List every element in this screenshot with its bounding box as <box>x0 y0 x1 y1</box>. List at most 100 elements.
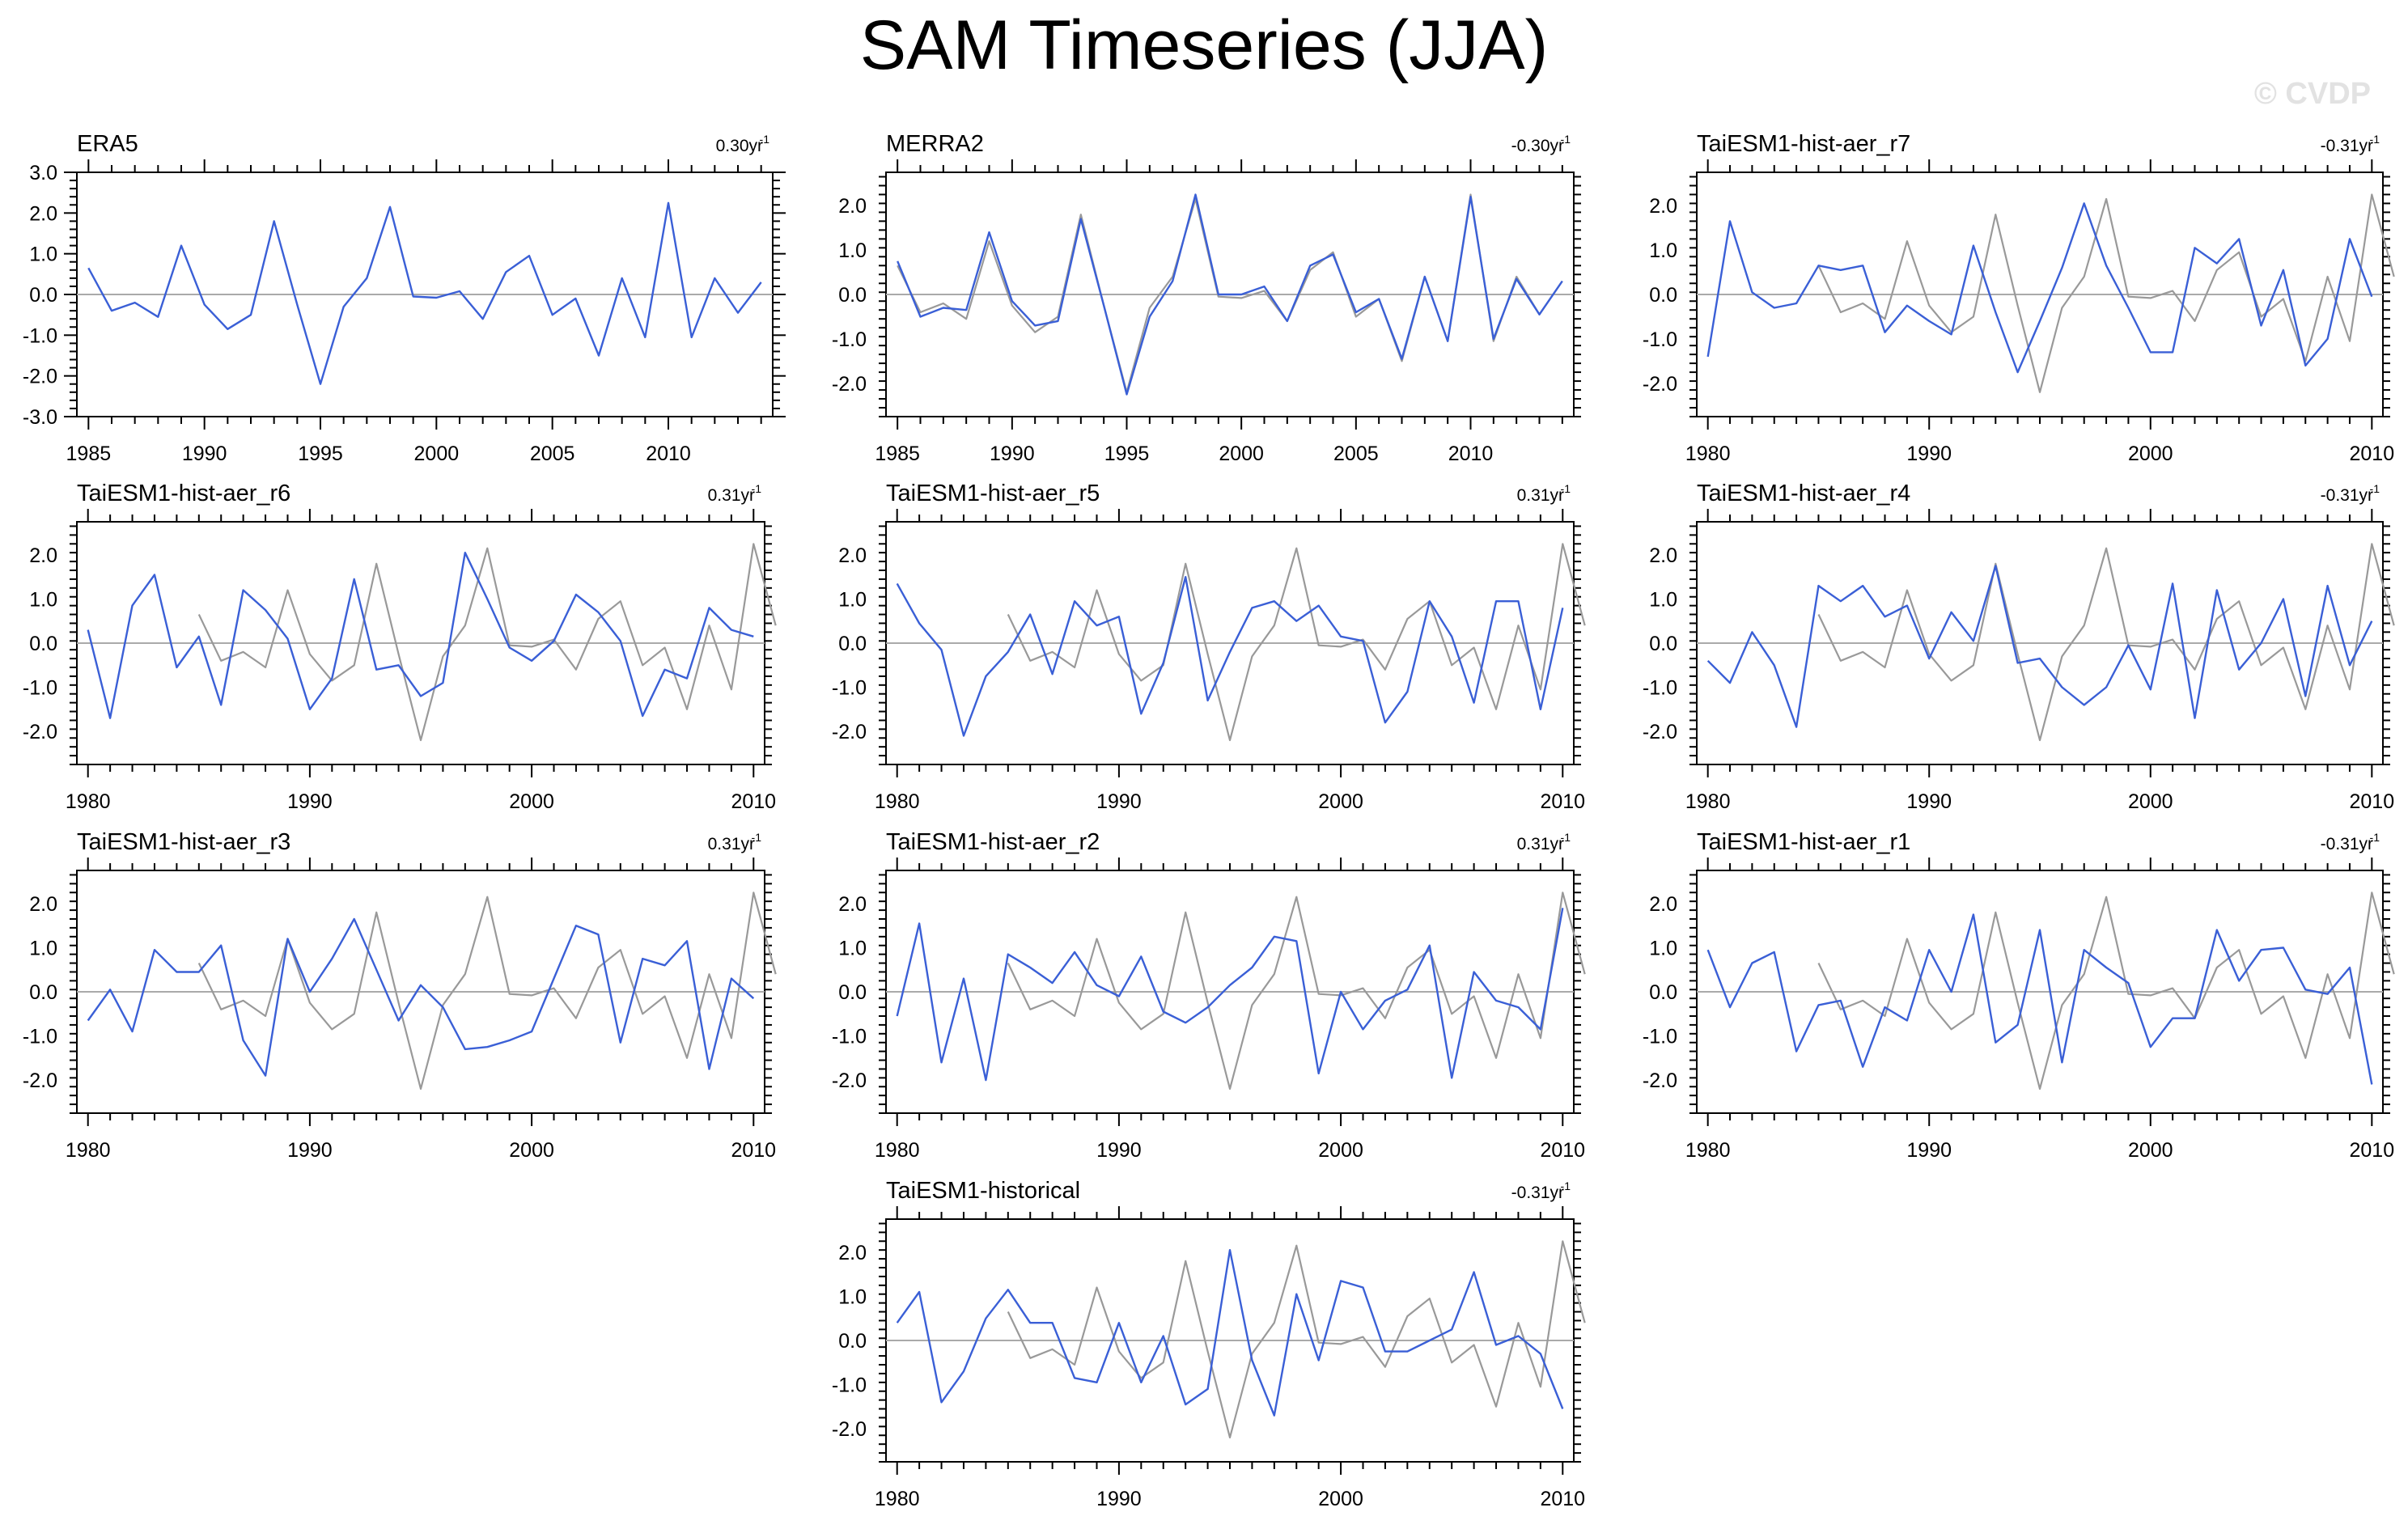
x-tick-label: 1990 <box>287 790 333 813</box>
y-tick-label: -2.0 <box>832 1418 867 1441</box>
panel-4: 1980 1990 2000 2010 -2.0 -1.0 0.0 1.0 2.0 TaiESM1… <box>832 481 1586 813</box>
x-tick-label: 1990 <box>1096 790 1142 813</box>
panel-title: TaiESM1-hist-aer_r2 <box>886 829 1100 855</box>
x-tick-label: 1980 <box>875 1488 920 1510</box>
x-tick-label: 1985 <box>66 443 112 465</box>
obs-series-line <box>1007 891 1586 1090</box>
model-series-line <box>896 908 1564 1082</box>
obs-series-line <box>1817 891 2395 1090</box>
panel-1: 1985 1990 1995 2000 2005 2010 -2.0 -1.0 0.0 1.0 2.… <box>832 131 1581 465</box>
trend-exponent: -1 <box>1561 1179 1571 1192</box>
y-tick-label: 2.0 <box>838 195 867 218</box>
y-tick-label: 0.0 <box>838 1330 867 1353</box>
model-series-line <box>897 193 1563 396</box>
y-tick-label: 2.0 <box>838 544 867 567</box>
y-tick-label: 0.0 <box>1649 633 1677 655</box>
x-tick-label: 2010 <box>2350 443 2395 465</box>
x-tick-label: 1980 <box>1685 790 1731 813</box>
figure-title: SAM Timeseries (JJA) <box>860 6 1549 84</box>
y-tick-label: -1.0 <box>1643 1026 1677 1048</box>
y-tick-label: -1.0 <box>23 677 57 700</box>
x-tick-label: 1990 <box>1906 443 1952 465</box>
y-tick-label: 1.0 <box>838 937 867 959</box>
x-tick-label: 2005 <box>1333 443 1379 465</box>
y-tick-label: 0.0 <box>838 633 867 655</box>
x-tick-label: 1990 <box>1906 790 1952 813</box>
y-tick-label: -2.0 <box>23 721 57 743</box>
x-tick-label: 2000 <box>1219 443 1264 465</box>
trend-label: 0.31yr <box>708 835 755 853</box>
trend-label: -0.31yr <box>2321 137 2373 155</box>
x-tick-label: 2010 <box>731 1139 776 1162</box>
model-series-line <box>896 1248 1564 1417</box>
y-tick-label: 1.0 <box>1649 937 1677 959</box>
trend-exponent: -1 <box>1561 831 1571 844</box>
obs-series-line <box>1007 1240 1586 1439</box>
trend-label: 0.30yr <box>716 137 763 155</box>
trend-exponent: -1 <box>752 482 762 495</box>
y-tick-label: -1.0 <box>832 677 867 700</box>
panel-title: TaiESM1-hist-aer_r7 <box>1697 131 1910 157</box>
x-tick-label: 1990 <box>182 443 227 465</box>
trend-exponent: -1 <box>1561 482 1571 495</box>
x-tick-label: 1980 <box>1685 1139 1731 1162</box>
obs-series-line <box>1817 193 2395 393</box>
x-tick-label: 1995 <box>298 443 343 465</box>
x-tick-label: 2000 <box>1318 1139 1363 1162</box>
y-tick-label: -1.0 <box>832 1026 867 1048</box>
obs-series-line <box>197 891 777 1090</box>
y-tick-label: 1.0 <box>29 588 57 611</box>
y-tick-label: 0.0 <box>29 981 57 1004</box>
y-tick-label: 0.0 <box>29 284 57 307</box>
trend-label: -0.31yr <box>1511 1184 1564 1202</box>
panel-title: ERA5 <box>77 131 138 157</box>
x-tick-label: 2000 <box>509 790 554 813</box>
y-tick-label: 0.0 <box>838 284 867 307</box>
panel-title: MERRA2 <box>886 131 984 157</box>
x-tick-label: 1990 <box>990 443 1035 465</box>
y-tick-label: -2.0 <box>23 366 57 388</box>
x-tick-label: 2000 <box>509 1139 554 1162</box>
y-tick-label: 1.0 <box>29 937 57 959</box>
y-tick-label: 3.0 <box>29 162 57 184</box>
y-tick-label: 0.0 <box>29 633 57 655</box>
y-tick-label: -2.0 <box>1643 721 1677 743</box>
x-tick-label: 1980 <box>66 790 111 813</box>
y-tick-label: -1.0 <box>23 1026 57 1048</box>
x-tick-label: 1990 <box>1096 1488 1142 1510</box>
model-series-line <box>1706 202 2373 374</box>
x-tick-label: 1980 <box>875 1139 920 1162</box>
model-series-line <box>87 917 755 1077</box>
x-tick-label: 2010 <box>731 790 776 813</box>
x-tick-label: 2000 <box>2128 1139 2173 1162</box>
y-tick-label: -2.0 <box>832 721 867 743</box>
y-tick-label: -1.0 <box>832 328 867 351</box>
obs-series-line <box>197 543 777 742</box>
y-tick-label: 0.0 <box>838 981 867 1004</box>
panel-6: 1980 1990 2000 2010 -2.0 -1.0 0.0 1.0 2.0 TaiESM1… <box>23 829 777 1162</box>
trend-label: 0.31yr <box>708 486 755 505</box>
x-tick-label: 2010 <box>646 443 691 465</box>
x-tick-label: 1995 <box>1104 443 1150 465</box>
x-tick-label: 2000 <box>2128 790 2173 813</box>
y-tick-label: -2.0 <box>832 373 867 396</box>
panel-2: 1980 1990 2000 2010 -2.0 -1.0 0.0 1.0 2.0 TaiESM1… <box>1643 131 2395 465</box>
model-series-line <box>87 552 754 719</box>
x-tick-label: 2010 <box>2350 1139 2395 1162</box>
y-tick-label: -2.0 <box>1643 373 1677 396</box>
trend-exponent: -1 <box>760 133 770 146</box>
y-tick-label: 2.0 <box>838 1242 867 1264</box>
model-series-line <box>87 201 762 385</box>
x-tick-label: 2010 <box>2350 790 2395 813</box>
y-tick-label: -1.0 <box>23 324 57 347</box>
y-tick-label: 1.0 <box>838 1285 867 1308</box>
panel-9: 1980 1990 2000 2010 -2.0 -1.0 0.0 1.0 2.0 TaiESM1… <box>832 1178 1586 1510</box>
x-tick-label: 1985 <box>875 443 920 465</box>
y-tick-label: 2.0 <box>1649 195 1677 218</box>
panel-title: TaiESM1-hist-aer_r6 <box>77 481 290 506</box>
trend-exponent: -1 <box>2370 133 2380 146</box>
x-tick-label: 1980 <box>1685 443 1731 465</box>
trend-label: -0.31yr <box>2321 486 2373 505</box>
trend-exponent: -1 <box>2370 482 2380 495</box>
